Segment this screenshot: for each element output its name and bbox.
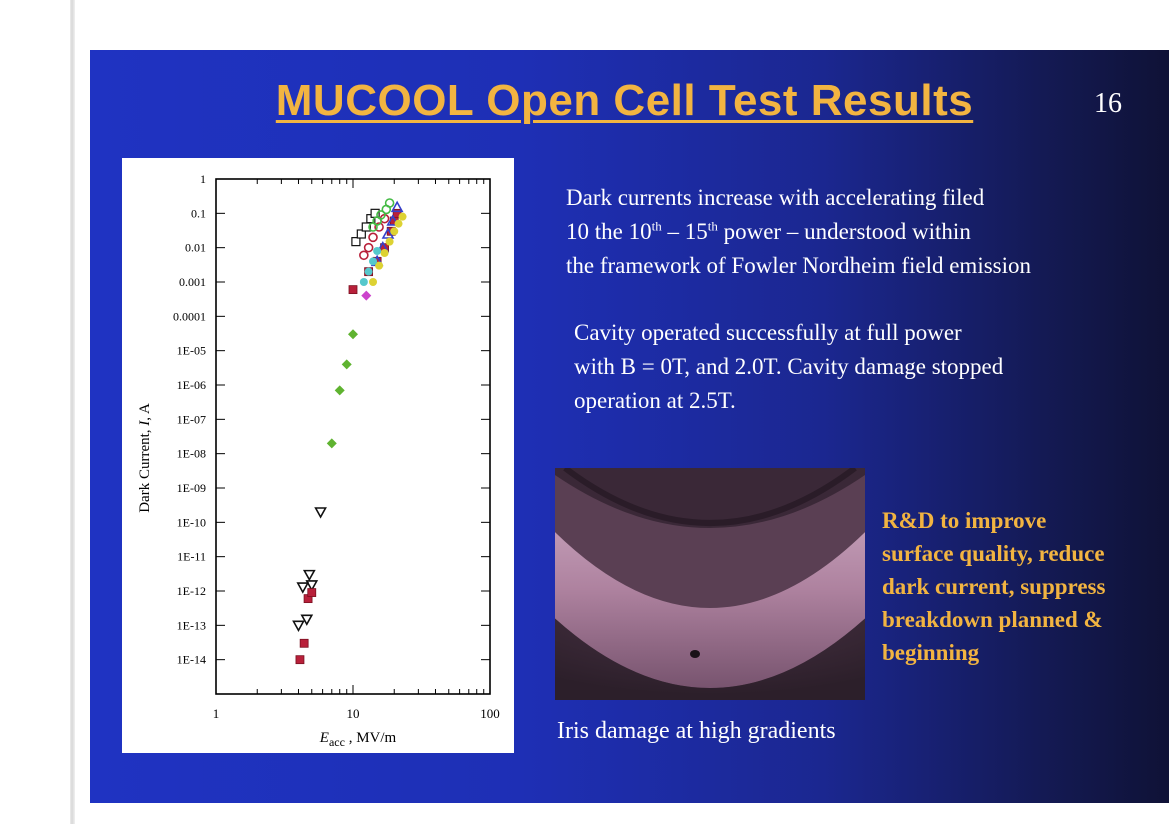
p1-line2a: 10 the 10 [566, 219, 652, 244]
data-point [374, 222, 384, 232]
data-point [364, 267, 373, 276]
data-point [305, 580, 319, 592]
x-tick-label: 10 [347, 706, 360, 721]
p1-sup2: th [707, 218, 718, 234]
p1-sup1: th [651, 218, 662, 234]
x-axis-label-sub: acc [329, 735, 345, 749]
y-tick-label: 1E-14 [177, 653, 206, 667]
y-tick-label: 0.001 [179, 275, 206, 289]
data-point [390, 200, 404, 213]
y-tick-label: 0.0001 [173, 309, 206, 323]
x-tick-label: 100 [480, 706, 500, 721]
data-point [334, 385, 345, 396]
x-axis-label-main: E [319, 730, 329, 746]
y-tick-label: 1E-08 [177, 447, 206, 461]
y-tick-label: 1E-06 [177, 378, 206, 392]
data-point [398, 212, 407, 221]
data-point [385, 237, 394, 246]
data-point [348, 285, 358, 295]
data-point [359, 278, 368, 286]
photo-caption: Iris damage at high gradients [557, 718, 836, 744]
p1-line3: the framework of Fowler Nordheim field e… [566, 253, 1031, 278]
chart-panel: 1 0.1 0.01 0.001 0.0001 1E-05 1E-06 1E-07 1E-08 1… [122, 158, 514, 753]
data-point [368, 232, 378, 243]
data-point [363, 242, 374, 253]
data-point [302, 569, 316, 582]
data-point [307, 588, 317, 597]
p2-line3: operation at 2.5T. [574, 388, 736, 413]
rd-line-2: surface quality, reduce [882, 541, 1105, 566]
rd-line-5: beginning [882, 640, 980, 665]
y-axis-label: Dark Current, I, A [137, 403, 153, 513]
data-point [384, 198, 395, 208]
data-point [361, 290, 372, 301]
data-point [359, 250, 369, 261]
scan-edge [70, 0, 75, 824]
y-axis-label-italic: I [137, 420, 153, 427]
p1-line2c: power – understood within [717, 219, 971, 244]
y-tick-label: 0.1 [191, 206, 206, 220]
data-point [292, 620, 305, 632]
data-point [351, 237, 361, 247]
data-point [373, 246, 382, 255]
data-point [390, 227, 399, 236]
rd-plan-text: R&D to improve surface quality, reduce d… [882, 504, 1169, 669]
dark-current-paragraph: Dark currents increase with accelerating… [566, 181, 1166, 283]
y-tick-label: 1E-07 [177, 412, 206, 426]
p1-line1: Dark currents increase with accelerating… [566, 185, 985, 210]
dark-current-chart: 1 0.1 0.01 0.001 0.0001 1E-05 1E-06 1E-07 1E-08 1… [137, 172, 500, 749]
rd-line-3: dark current, suppress [882, 574, 1106, 599]
data-point [296, 582, 310, 594]
y-tick-label: 0.01 [185, 241, 206, 255]
data-point [356, 229, 366, 239]
y-tick-label: 1E-09 [177, 481, 206, 495]
y-axis-label-tail: , A [137, 403, 153, 421]
p2-line2: with B = 0T, and 2.0T. Cavity damage sto… [574, 354, 1004, 379]
chart-points [292, 198, 407, 665]
y-tick-label: 1E-05 [177, 344, 206, 358]
slide: MUCOOL Open Cell Test Results 16 1 0.1 0.0… [90, 50, 1169, 803]
data-point [376, 210, 386, 220]
data-point [341, 359, 352, 370]
y-tick-label: 1E-11 [177, 550, 206, 564]
x-axis-label-tail: , MV/m [345, 730, 397, 746]
rd-line-4: breakdown planned & [882, 607, 1103, 632]
data-point [369, 278, 378, 286]
iris-photo-art [555, 468, 865, 700]
page-number: 16 [1094, 88, 1122, 119]
slide-title: MUCOOL Open Cell Test Results [275, 76, 974, 125]
data-point [386, 214, 400, 226]
data-point [394, 219, 403, 228]
cavity-paragraph: Cavity operated successfully at full pow… [574, 316, 1169, 418]
x-tick-label: 1 [213, 706, 220, 721]
data-point [375, 261, 384, 270]
y-tick-label: 1E-10 [177, 515, 206, 529]
chart-axes: 1 0.1 0.01 0.001 0.0001 1E-05 1E-06 1E-07 1E-08 1… [173, 172, 500, 721]
data-point [369, 257, 378, 266]
p2-line1: Cavity operated successfully at full pow… [574, 320, 962, 345]
data-point [348, 329, 358, 340]
data-point [295, 655, 305, 665]
data-point [326, 438, 337, 449]
y-tick-label: 1 [200, 172, 206, 186]
iris-damage-photo [555, 468, 865, 700]
data-point [314, 507, 327, 519]
x-axis-label: Eacc , MV/m [319, 730, 397, 749]
data-point [380, 248, 389, 257]
p1-line2b: – 15 [661, 219, 708, 244]
data-point [300, 614, 314, 626]
y-axis-label-main: Dark Current, [137, 426, 153, 513]
y-tick-label: 1E-12 [177, 584, 206, 598]
plot-frame [215, 178, 491, 695]
rd-line-1: R&D to improve [882, 508, 1047, 533]
y-tick-label: 1E-13 [177, 618, 206, 632]
data-point [299, 638, 309, 648]
